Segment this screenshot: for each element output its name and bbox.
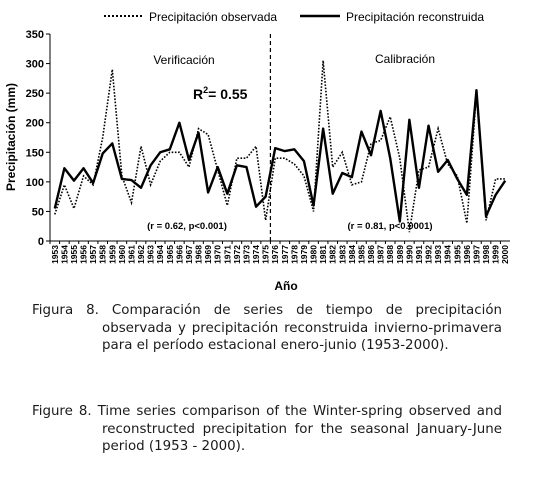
y-ticks: 0 50 100 150 200 250 300 350 bbox=[26, 29, 50, 248]
x-tick-label: 1963 bbox=[146, 245, 156, 264]
y-axis-label: Precipitación (mm) bbox=[4, 83, 18, 191]
x-tick-label: 1957 bbox=[88, 245, 98, 264]
annotation-r-squared: R2= 0.55 bbox=[193, 85, 248, 102]
x-tick-label: 1988 bbox=[385, 245, 395, 264]
x-tick-label: 1997 bbox=[471, 245, 481, 264]
x-tick-label: 1981 bbox=[318, 245, 328, 264]
x-tick-label: 1956 bbox=[79, 245, 89, 264]
x-tick-label: 1992 bbox=[424, 245, 434, 264]
caption-spanish: Figura 8. Comparación de series de tiemp… bbox=[32, 302, 502, 355]
x-tick-label: 1974 bbox=[251, 245, 261, 264]
x-tick-label: 1964 bbox=[155, 245, 165, 264]
x-tick-label: 1955 bbox=[69, 245, 79, 264]
r-squared-main: R bbox=[193, 86, 203, 102]
x-tick-label: 1969 bbox=[203, 245, 213, 264]
x-tick-label: 1965 bbox=[165, 245, 175, 264]
x-tick-label: 1958 bbox=[98, 245, 108, 264]
caption-spanish-text: Figura 8. Comparación de series de tiemp… bbox=[32, 303, 502, 354]
annotation-stats-calibracion: (r = 0.81, p<0.0001) bbox=[347, 221, 432, 232]
annotation-stats-verificacion: (r = 0.62, p<0.001) bbox=[147, 221, 227, 232]
x-tick-label: 1985 bbox=[356, 245, 366, 264]
precipitation-chart: Precipitación observada Precipitación re… bbox=[4, 10, 510, 293]
x-tick-label: 1978 bbox=[289, 245, 299, 264]
x-tick-label: 1968 bbox=[194, 245, 204, 264]
caption-english-text: Figure 8. Time series comparison of the … bbox=[32, 404, 502, 455]
x-tick-label: 1989 bbox=[395, 245, 405, 264]
x-tick-label: 1961 bbox=[126, 245, 136, 264]
x-tick-label: 1995 bbox=[452, 245, 462, 264]
x-tick-label: 1999 bbox=[491, 245, 501, 264]
annotation-calibracion: Calibración bbox=[375, 52, 435, 66]
legend-label-observed: Precipitación observada bbox=[149, 10, 277, 24]
x-tick-label: 1987 bbox=[376, 245, 386, 264]
x-tick-label: 1980 bbox=[309, 245, 319, 264]
r-squared-rest: = 0.55 bbox=[208, 86, 248, 102]
x-tick-label: 1953 bbox=[50, 245, 60, 264]
x-tick-label: 1973 bbox=[241, 245, 251, 264]
x-tick-label: 1959 bbox=[107, 245, 117, 264]
x-axis-label: Año bbox=[274, 279, 297, 293]
x-tick-label: 1962 bbox=[136, 245, 146, 264]
y-tick-label: 350 bbox=[26, 29, 44, 41]
x-tick-label: 1966 bbox=[174, 245, 184, 264]
y-tick-label: 300 bbox=[26, 59, 44, 71]
x-tick-label: 1960 bbox=[117, 245, 127, 264]
y-tick-label: 250 bbox=[26, 88, 44, 100]
x-tick-label: 1967 bbox=[184, 245, 194, 264]
x-tick-label: 1984 bbox=[347, 245, 357, 264]
annotation-verificacion: Verificación bbox=[153, 53, 214, 67]
legend-label-reconstructed: Precipitación reconstruida bbox=[346, 10, 484, 24]
x-tick-label: 1993 bbox=[433, 245, 443, 264]
x-tick-label: 1998 bbox=[481, 245, 491, 264]
r-squared-sup: 2 bbox=[203, 85, 208, 95]
y-tick-label: 50 bbox=[32, 206, 44, 218]
y-tick-label: 0 bbox=[38, 236, 44, 248]
x-tick-label: 1986 bbox=[366, 245, 376, 264]
x-tick-label: 2000 bbox=[500, 245, 510, 264]
series-line-observed bbox=[54, 60, 506, 233]
x-tick-label: 1990 bbox=[404, 245, 414, 264]
x-tick-label: 1996 bbox=[462, 245, 472, 264]
x-tick-label: 1976 bbox=[270, 245, 280, 264]
x-tick-label: 1972 bbox=[232, 245, 242, 264]
x-tick-label: 1977 bbox=[280, 245, 290, 264]
x-tick-label: 1954 bbox=[59, 245, 69, 264]
x-ticks: 1953 1954 1955 1956 1957 1958 1959 1960 1961 1962… bbox=[49, 241, 510, 264]
y-tick-label: 100 bbox=[26, 177, 44, 189]
x-tick-label: 1991 bbox=[414, 245, 424, 264]
x-tick-label: 1975 bbox=[261, 245, 271, 264]
x-tick-label: 1970 bbox=[213, 245, 223, 264]
x-tick-label: 1983 bbox=[337, 245, 347, 264]
y-tick-label: 200 bbox=[26, 118, 44, 130]
caption-english: Figure 8. Time series comparison of the … bbox=[32, 403, 502, 456]
y-tick-label: 150 bbox=[26, 147, 44, 159]
x-tick-label: 1982 bbox=[328, 245, 338, 264]
x-tick-label: 1979 bbox=[299, 245, 309, 264]
legend: Precipitación observada Precipitación re… bbox=[104, 10, 484, 24]
series-line-reconstructed bbox=[53, 88, 507, 223]
x-tick-label: 1971 bbox=[222, 245, 232, 264]
x-tick-label: 1994 bbox=[443, 245, 453, 264]
